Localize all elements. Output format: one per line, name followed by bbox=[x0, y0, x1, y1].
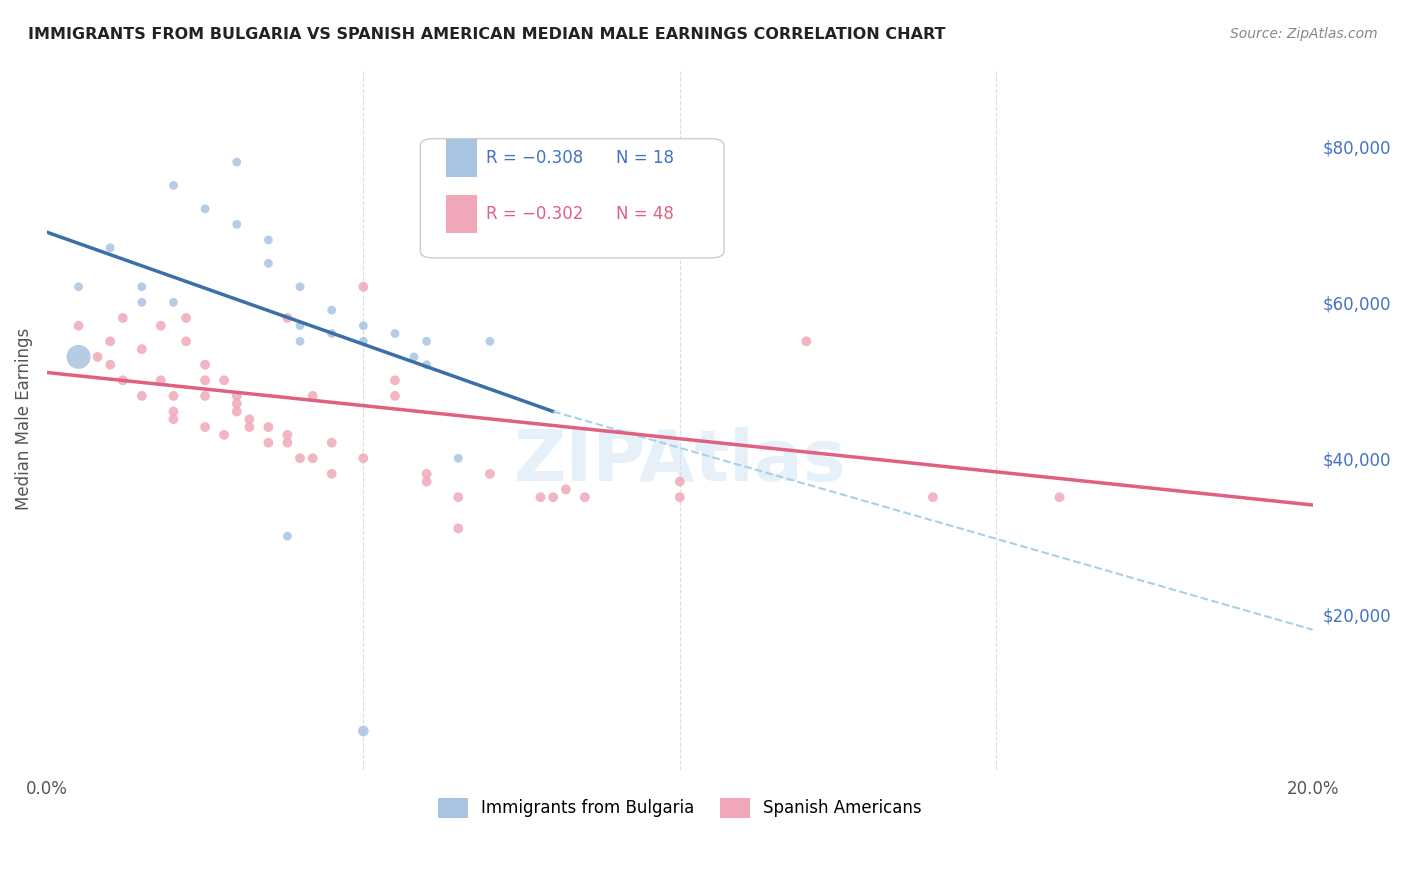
Point bbox=[301, 451, 323, 466]
Point bbox=[352, 451, 374, 466]
Point bbox=[111, 373, 134, 387]
Point bbox=[321, 467, 343, 481]
Point bbox=[225, 218, 247, 232]
Point bbox=[238, 412, 260, 426]
Point bbox=[384, 389, 406, 403]
Legend: Immigrants from Bulgaria, Spanish Americans: Immigrants from Bulgaria, Spanish Americ… bbox=[432, 791, 928, 825]
Point bbox=[131, 295, 153, 310]
Point bbox=[415, 334, 437, 349]
Point bbox=[162, 178, 184, 193]
Point bbox=[194, 373, 217, 387]
Point bbox=[98, 334, 121, 349]
Point bbox=[162, 412, 184, 426]
Point bbox=[67, 318, 90, 333]
Point bbox=[111, 310, 134, 325]
Point bbox=[529, 490, 551, 504]
Point bbox=[225, 397, 247, 411]
Point bbox=[415, 358, 437, 372]
Point bbox=[162, 295, 184, 310]
Point bbox=[131, 342, 153, 356]
Point bbox=[149, 318, 172, 333]
Point bbox=[574, 490, 596, 504]
Point bbox=[415, 475, 437, 489]
Point bbox=[288, 279, 311, 293]
Point bbox=[321, 303, 343, 318]
Point bbox=[415, 202, 437, 216]
Point bbox=[384, 326, 406, 341]
Point bbox=[668, 490, 690, 504]
Text: R = −0.302: R = −0.302 bbox=[486, 205, 583, 223]
Point bbox=[276, 427, 298, 442]
Point bbox=[174, 334, 197, 349]
Point bbox=[162, 389, 184, 403]
Text: Source: ZipAtlas.com: Source: ZipAtlas.com bbox=[1230, 27, 1378, 41]
Point bbox=[194, 420, 217, 434]
FancyBboxPatch shape bbox=[446, 194, 477, 234]
Text: N = 48: N = 48 bbox=[616, 205, 675, 223]
Point bbox=[276, 435, 298, 450]
Point bbox=[212, 373, 235, 387]
Point bbox=[1049, 490, 1071, 504]
Point bbox=[149, 373, 172, 387]
Point bbox=[288, 318, 311, 333]
Point bbox=[922, 490, 945, 504]
Point bbox=[301, 389, 323, 403]
Point bbox=[276, 529, 298, 543]
Point bbox=[352, 334, 374, 349]
Point bbox=[541, 490, 564, 504]
Point bbox=[478, 334, 501, 349]
Point bbox=[212, 427, 235, 442]
Point bbox=[257, 256, 280, 270]
Point bbox=[288, 451, 311, 466]
Point bbox=[98, 241, 121, 255]
Point bbox=[162, 404, 184, 418]
Point bbox=[257, 420, 280, 434]
Point bbox=[447, 521, 470, 535]
Point bbox=[67, 279, 90, 293]
Point bbox=[194, 389, 217, 403]
Point bbox=[447, 451, 470, 466]
Point bbox=[67, 350, 90, 364]
Text: IMMIGRANTS FROM BULGARIA VS SPANISH AMERICAN MEDIAN MALE EARNINGS CORRELATION CH: IMMIGRANTS FROM BULGARIA VS SPANISH AMER… bbox=[28, 27, 946, 42]
Point bbox=[352, 279, 374, 293]
Point bbox=[174, 310, 197, 325]
Point bbox=[225, 404, 247, 418]
Point bbox=[225, 155, 247, 169]
Text: R = −0.308: R = −0.308 bbox=[486, 149, 583, 167]
Point bbox=[796, 334, 818, 349]
Point bbox=[384, 373, 406, 387]
Point bbox=[352, 724, 374, 739]
Point bbox=[194, 202, 217, 216]
Point bbox=[321, 435, 343, 450]
Point bbox=[86, 350, 108, 364]
Point bbox=[194, 358, 217, 372]
Y-axis label: Median Male Earnings: Median Male Earnings bbox=[15, 328, 32, 510]
Text: N = 18: N = 18 bbox=[616, 149, 675, 167]
Point bbox=[257, 435, 280, 450]
Point bbox=[131, 389, 153, 403]
Point bbox=[352, 318, 374, 333]
Point bbox=[415, 467, 437, 481]
Point bbox=[321, 326, 343, 341]
Point bbox=[257, 233, 280, 247]
Point bbox=[288, 334, 311, 349]
FancyBboxPatch shape bbox=[446, 138, 477, 178]
Point bbox=[668, 475, 690, 489]
Point bbox=[276, 310, 298, 325]
Text: ZIPAtlas: ZIPAtlas bbox=[513, 427, 846, 496]
Point bbox=[225, 389, 247, 403]
Point bbox=[238, 420, 260, 434]
Point bbox=[98, 358, 121, 372]
Point bbox=[554, 483, 576, 497]
FancyBboxPatch shape bbox=[420, 138, 724, 258]
Point bbox=[131, 279, 153, 293]
Point bbox=[447, 490, 470, 504]
Point bbox=[402, 350, 425, 364]
Point bbox=[478, 467, 501, 481]
